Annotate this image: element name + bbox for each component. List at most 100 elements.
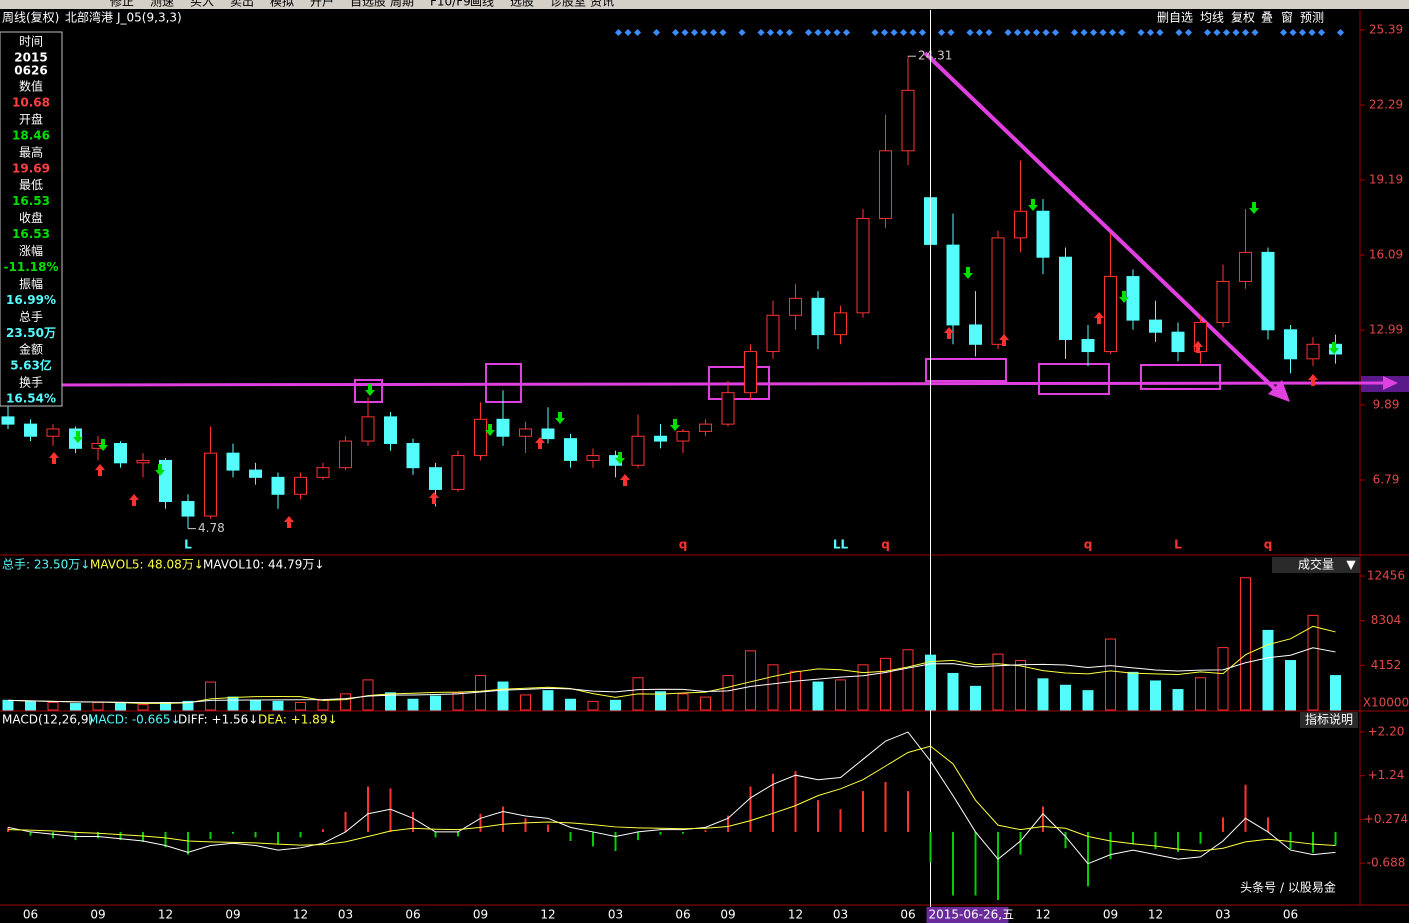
buy-arrow xyxy=(1308,374,1318,386)
signal-diamond xyxy=(709,28,718,37)
x-tick-label: 12 xyxy=(1035,908,1050,922)
arrow-head xyxy=(1383,376,1398,390)
signal-letter: q xyxy=(881,538,890,552)
signal-diamond xyxy=(1146,28,1155,37)
buy-arrow xyxy=(620,474,630,486)
tool-button[interactable]: 复权 xyxy=(1231,11,1255,25)
buy-arrow xyxy=(95,464,105,476)
sell-arrow xyxy=(615,452,625,464)
y-tick-label: +2.20 xyxy=(1368,725,1405,739)
candle-body xyxy=(1149,319,1162,333)
volume-dropdown[interactable]: 成交量 xyxy=(1298,557,1334,572)
candle-body xyxy=(1216,280,1230,324)
volume-bar xyxy=(47,701,59,711)
signal-diamond xyxy=(1298,28,1307,37)
info-label: 涨幅 xyxy=(19,243,43,258)
x-tick-label: 09 xyxy=(90,908,105,922)
signal-diamond xyxy=(1042,28,1050,37)
pane-header: MAVOL5: 48.08万↓ xyxy=(90,558,204,572)
volume-bar xyxy=(745,650,756,711)
signal-diamond xyxy=(918,28,927,37)
info-label: 最低 xyxy=(19,178,43,192)
toolbar-item[interactable]: 自选股 xyxy=(350,0,386,9)
volume-bar xyxy=(902,649,914,711)
candle-body xyxy=(789,297,802,316)
dropdown-arrow[interactable]: ▼ xyxy=(1346,558,1356,572)
volume-bar xyxy=(1150,680,1161,711)
toolbar-item[interactable]: 模拟 xyxy=(270,0,294,9)
signal-diamond xyxy=(1222,28,1231,37)
x-tick-label: 09 xyxy=(1103,908,1118,922)
x-tick-label: 03 xyxy=(608,908,623,922)
signal-diamond xyxy=(652,28,661,37)
toolbar-item[interactable]: 选股 xyxy=(510,0,534,9)
signal-diamond xyxy=(966,28,974,37)
tool-button[interactable]: 预测 xyxy=(1300,11,1324,25)
volume-bar xyxy=(1262,629,1274,711)
toolbar-item[interactable]: 画线 xyxy=(470,0,494,9)
toolbar-item[interactable]: 买入 xyxy=(190,0,214,9)
x-tick-label: 12 xyxy=(1148,908,1163,922)
drawing-overlay xyxy=(0,51,1409,403)
indicator-name: J_05(9,3,3) xyxy=(116,11,182,25)
toolbar-item[interactable]: 开户 xyxy=(310,0,334,9)
volume-bar xyxy=(812,681,824,711)
info-value: 19.69 xyxy=(12,161,50,175)
toolbar-item[interactable]: 测速 xyxy=(150,0,174,9)
x-tick-label: 06 xyxy=(675,908,690,922)
signal-diamond xyxy=(937,28,946,37)
candle-body xyxy=(811,297,825,336)
tool-button[interactable]: 均线 xyxy=(1200,11,1224,25)
volume-bar xyxy=(250,699,261,711)
candle-body xyxy=(1036,210,1050,258)
x-tick-label: 06 xyxy=(1283,908,1298,922)
sell-arrow xyxy=(73,431,83,443)
toolbar-item[interactable]: F10/F9 xyxy=(430,0,471,9)
volume-bar xyxy=(1060,684,1071,711)
sell-arrow xyxy=(963,267,973,279)
candle-body xyxy=(294,476,307,495)
volume-bar xyxy=(70,703,81,711)
candle-body xyxy=(631,435,645,466)
toolbar-item[interactable]: 周期 xyxy=(390,0,414,9)
volume-bar xyxy=(1285,660,1296,711)
sell-arrow xyxy=(365,384,375,396)
pane-header: MAVOL10: 44.79万↓ xyxy=(203,558,324,572)
x-tick-label: 12 xyxy=(540,908,555,922)
x-tick-label: 03 xyxy=(338,908,353,922)
tool-button[interactable]: 删自选 xyxy=(1157,11,1193,25)
dropdown-box[interactable] xyxy=(1272,557,1360,573)
y-tick-label: 22.29 xyxy=(1369,98,1403,112)
info-value: 16.53 xyxy=(12,194,50,208)
diff-line xyxy=(7,731,1336,865)
signal-diamond xyxy=(1023,28,1031,37)
indicator-help[interactable]: 指标说明 xyxy=(1305,712,1353,727)
y-tick-label: 4152 xyxy=(1371,658,1402,672)
buy-arrow xyxy=(429,492,439,504)
toolbar-item[interactable]: 卖出 xyxy=(230,0,254,9)
tool-button[interactable]: 叠 xyxy=(1261,11,1273,25)
candle-body xyxy=(1,416,15,425)
volume-bar xyxy=(655,691,666,711)
signal-diamond xyxy=(1184,28,1193,37)
volume-bar xyxy=(385,692,396,711)
x-tick-label: 06 xyxy=(23,908,38,922)
candle-body xyxy=(654,435,667,442)
info-value: 16.54% xyxy=(6,392,56,406)
stock-name: 北部湾港 xyxy=(65,10,113,25)
signal-diamond xyxy=(1118,28,1126,37)
toolbar-item[interactable]: 资讯 xyxy=(590,0,614,9)
tool-button[interactable]: 窗 xyxy=(1281,11,1293,25)
toolbar-item[interactable]: 诊股室 xyxy=(550,0,586,9)
volume-bar xyxy=(317,699,329,711)
y-tick-label: +0.274 xyxy=(1364,812,1408,826)
signal-diamond xyxy=(690,28,699,37)
volume-bar xyxy=(497,681,509,711)
candle-body xyxy=(856,218,870,314)
button-box[interactable] xyxy=(1300,712,1358,728)
toolbar-item[interactable]: 修正 xyxy=(110,0,134,9)
info-time: 0626 xyxy=(14,64,47,78)
signal-diamond xyxy=(766,28,775,37)
cursor-date-box xyxy=(926,907,1009,923)
